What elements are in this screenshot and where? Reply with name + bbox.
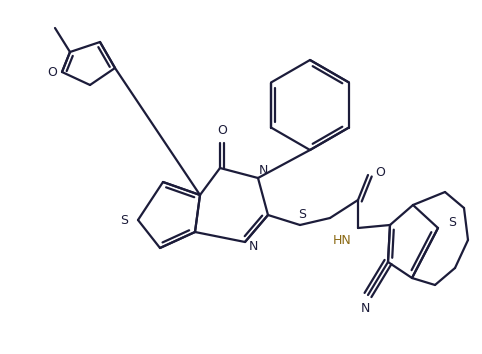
Text: N: N — [361, 303, 370, 315]
Text: S: S — [298, 209, 306, 222]
Text: S: S — [120, 213, 128, 227]
Text: S: S — [448, 217, 456, 229]
Text: O: O — [217, 125, 227, 137]
Text: HN: HN — [333, 234, 351, 246]
Text: N: N — [258, 164, 268, 177]
Text: N: N — [248, 240, 258, 253]
Text: O: O — [47, 65, 57, 79]
Text: O: O — [375, 166, 385, 179]
